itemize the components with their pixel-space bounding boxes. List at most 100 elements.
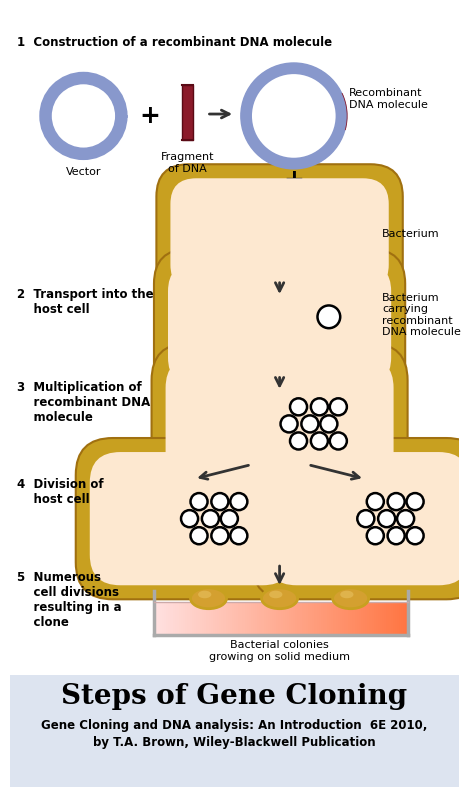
Circle shape — [407, 493, 424, 510]
Text: 5  Numerous
    cell divisions
    resulting in a
    clone: 5 Numerous cell divisions resulting in a… — [17, 570, 122, 629]
Bar — [314, 602, 318, 635]
Bar — [397, 602, 400, 635]
Bar — [200, 602, 203, 635]
Bar — [367, 602, 370, 635]
Bar — [399, 602, 402, 635]
Circle shape — [191, 527, 208, 545]
Bar — [179, 602, 182, 635]
Circle shape — [230, 493, 247, 510]
Circle shape — [290, 432, 307, 449]
Circle shape — [311, 432, 328, 449]
Bar — [274, 602, 277, 635]
Text: Fragment
of DNA: Fragment of DNA — [161, 152, 214, 174]
Bar — [207, 602, 210, 635]
Bar — [359, 602, 362, 635]
Bar — [293, 602, 296, 635]
Bar — [223, 602, 227, 635]
Bar — [295, 602, 299, 635]
Circle shape — [301, 415, 319, 432]
Circle shape — [311, 398, 328, 415]
Circle shape — [407, 527, 424, 545]
Bar — [285, 602, 288, 635]
Bar — [259, 602, 263, 635]
Bar — [182, 85, 193, 140]
Text: Recombinant
DNA molecule: Recombinant DNA molecule — [349, 88, 428, 110]
Text: Bacterium
carrying
recombinant
DNA molecule: Bacterium carrying recombinant DNA molec… — [382, 292, 461, 337]
Circle shape — [221, 510, 238, 527]
Circle shape — [330, 432, 347, 449]
Bar — [327, 602, 330, 635]
Circle shape — [211, 527, 228, 545]
Circle shape — [46, 78, 121, 154]
Bar — [226, 602, 228, 635]
Text: Gene Cloning and DNA analysis: An Introduction  6E 2010,: Gene Cloning and DNA analysis: An Introd… — [41, 718, 427, 731]
FancyBboxPatch shape — [171, 179, 389, 291]
Text: +: + — [283, 168, 304, 192]
Bar — [391, 602, 393, 635]
FancyBboxPatch shape — [266, 452, 469, 585]
Bar — [291, 602, 294, 635]
Circle shape — [181, 510, 198, 527]
Circle shape — [397, 510, 414, 527]
Bar — [270, 602, 273, 635]
Bar — [213, 602, 216, 635]
Bar — [209, 602, 211, 635]
Bar — [177, 602, 180, 635]
Bar — [323, 602, 326, 635]
Bar — [198, 602, 201, 635]
Bar — [386, 602, 390, 635]
Text: 3  Multiplication of
    recombinant DNA
    molecule: 3 Multiplication of recombinant DNA mole… — [17, 381, 150, 424]
Circle shape — [320, 415, 337, 432]
Bar — [276, 602, 279, 635]
Bar — [168, 602, 172, 635]
Bar — [190, 602, 192, 635]
Bar — [401, 602, 404, 635]
Bar — [321, 602, 324, 635]
FancyBboxPatch shape — [165, 357, 393, 490]
Bar — [185, 602, 188, 635]
Bar — [346, 602, 349, 635]
Bar — [353, 602, 356, 635]
Circle shape — [378, 510, 395, 527]
Bar — [158, 602, 161, 635]
Bar — [272, 602, 275, 635]
Bar — [173, 602, 176, 635]
Circle shape — [388, 493, 405, 510]
Bar — [348, 602, 351, 635]
Circle shape — [367, 493, 384, 510]
Bar — [245, 602, 247, 635]
Bar — [155, 602, 159, 635]
Bar — [304, 602, 307, 635]
Bar — [228, 602, 231, 635]
Ellipse shape — [262, 588, 298, 608]
Bar — [234, 602, 237, 635]
Bar — [249, 602, 252, 635]
Bar — [266, 602, 269, 635]
Bar — [255, 602, 258, 635]
Bar — [283, 602, 286, 635]
FancyBboxPatch shape — [156, 164, 403, 305]
Bar — [217, 602, 220, 635]
Bar — [278, 602, 282, 635]
Ellipse shape — [333, 588, 369, 608]
Circle shape — [367, 527, 384, 545]
Bar — [194, 602, 197, 635]
Circle shape — [388, 527, 405, 545]
FancyBboxPatch shape — [152, 343, 408, 504]
Text: Steps of Gene Cloning: Steps of Gene Cloning — [61, 683, 407, 709]
Wedge shape — [327, 94, 347, 129]
Circle shape — [281, 415, 298, 432]
Bar — [372, 602, 374, 635]
Bar — [162, 602, 165, 635]
Ellipse shape — [198, 591, 211, 598]
Circle shape — [246, 69, 341, 163]
FancyBboxPatch shape — [154, 249, 405, 400]
Bar — [9, 675, 459, 787]
Text: by T.A. Brown, Wiley-Blackwell Publication: by T.A. Brown, Wiley-Blackwell Publicati… — [93, 735, 375, 749]
Bar — [289, 602, 292, 635]
Text: Bacterial colonies
growing on solid medium: Bacterial colonies growing on solid medi… — [209, 640, 350, 662]
Bar — [363, 602, 366, 635]
Bar — [395, 602, 398, 635]
Bar — [337, 602, 341, 635]
FancyBboxPatch shape — [90, 452, 293, 585]
